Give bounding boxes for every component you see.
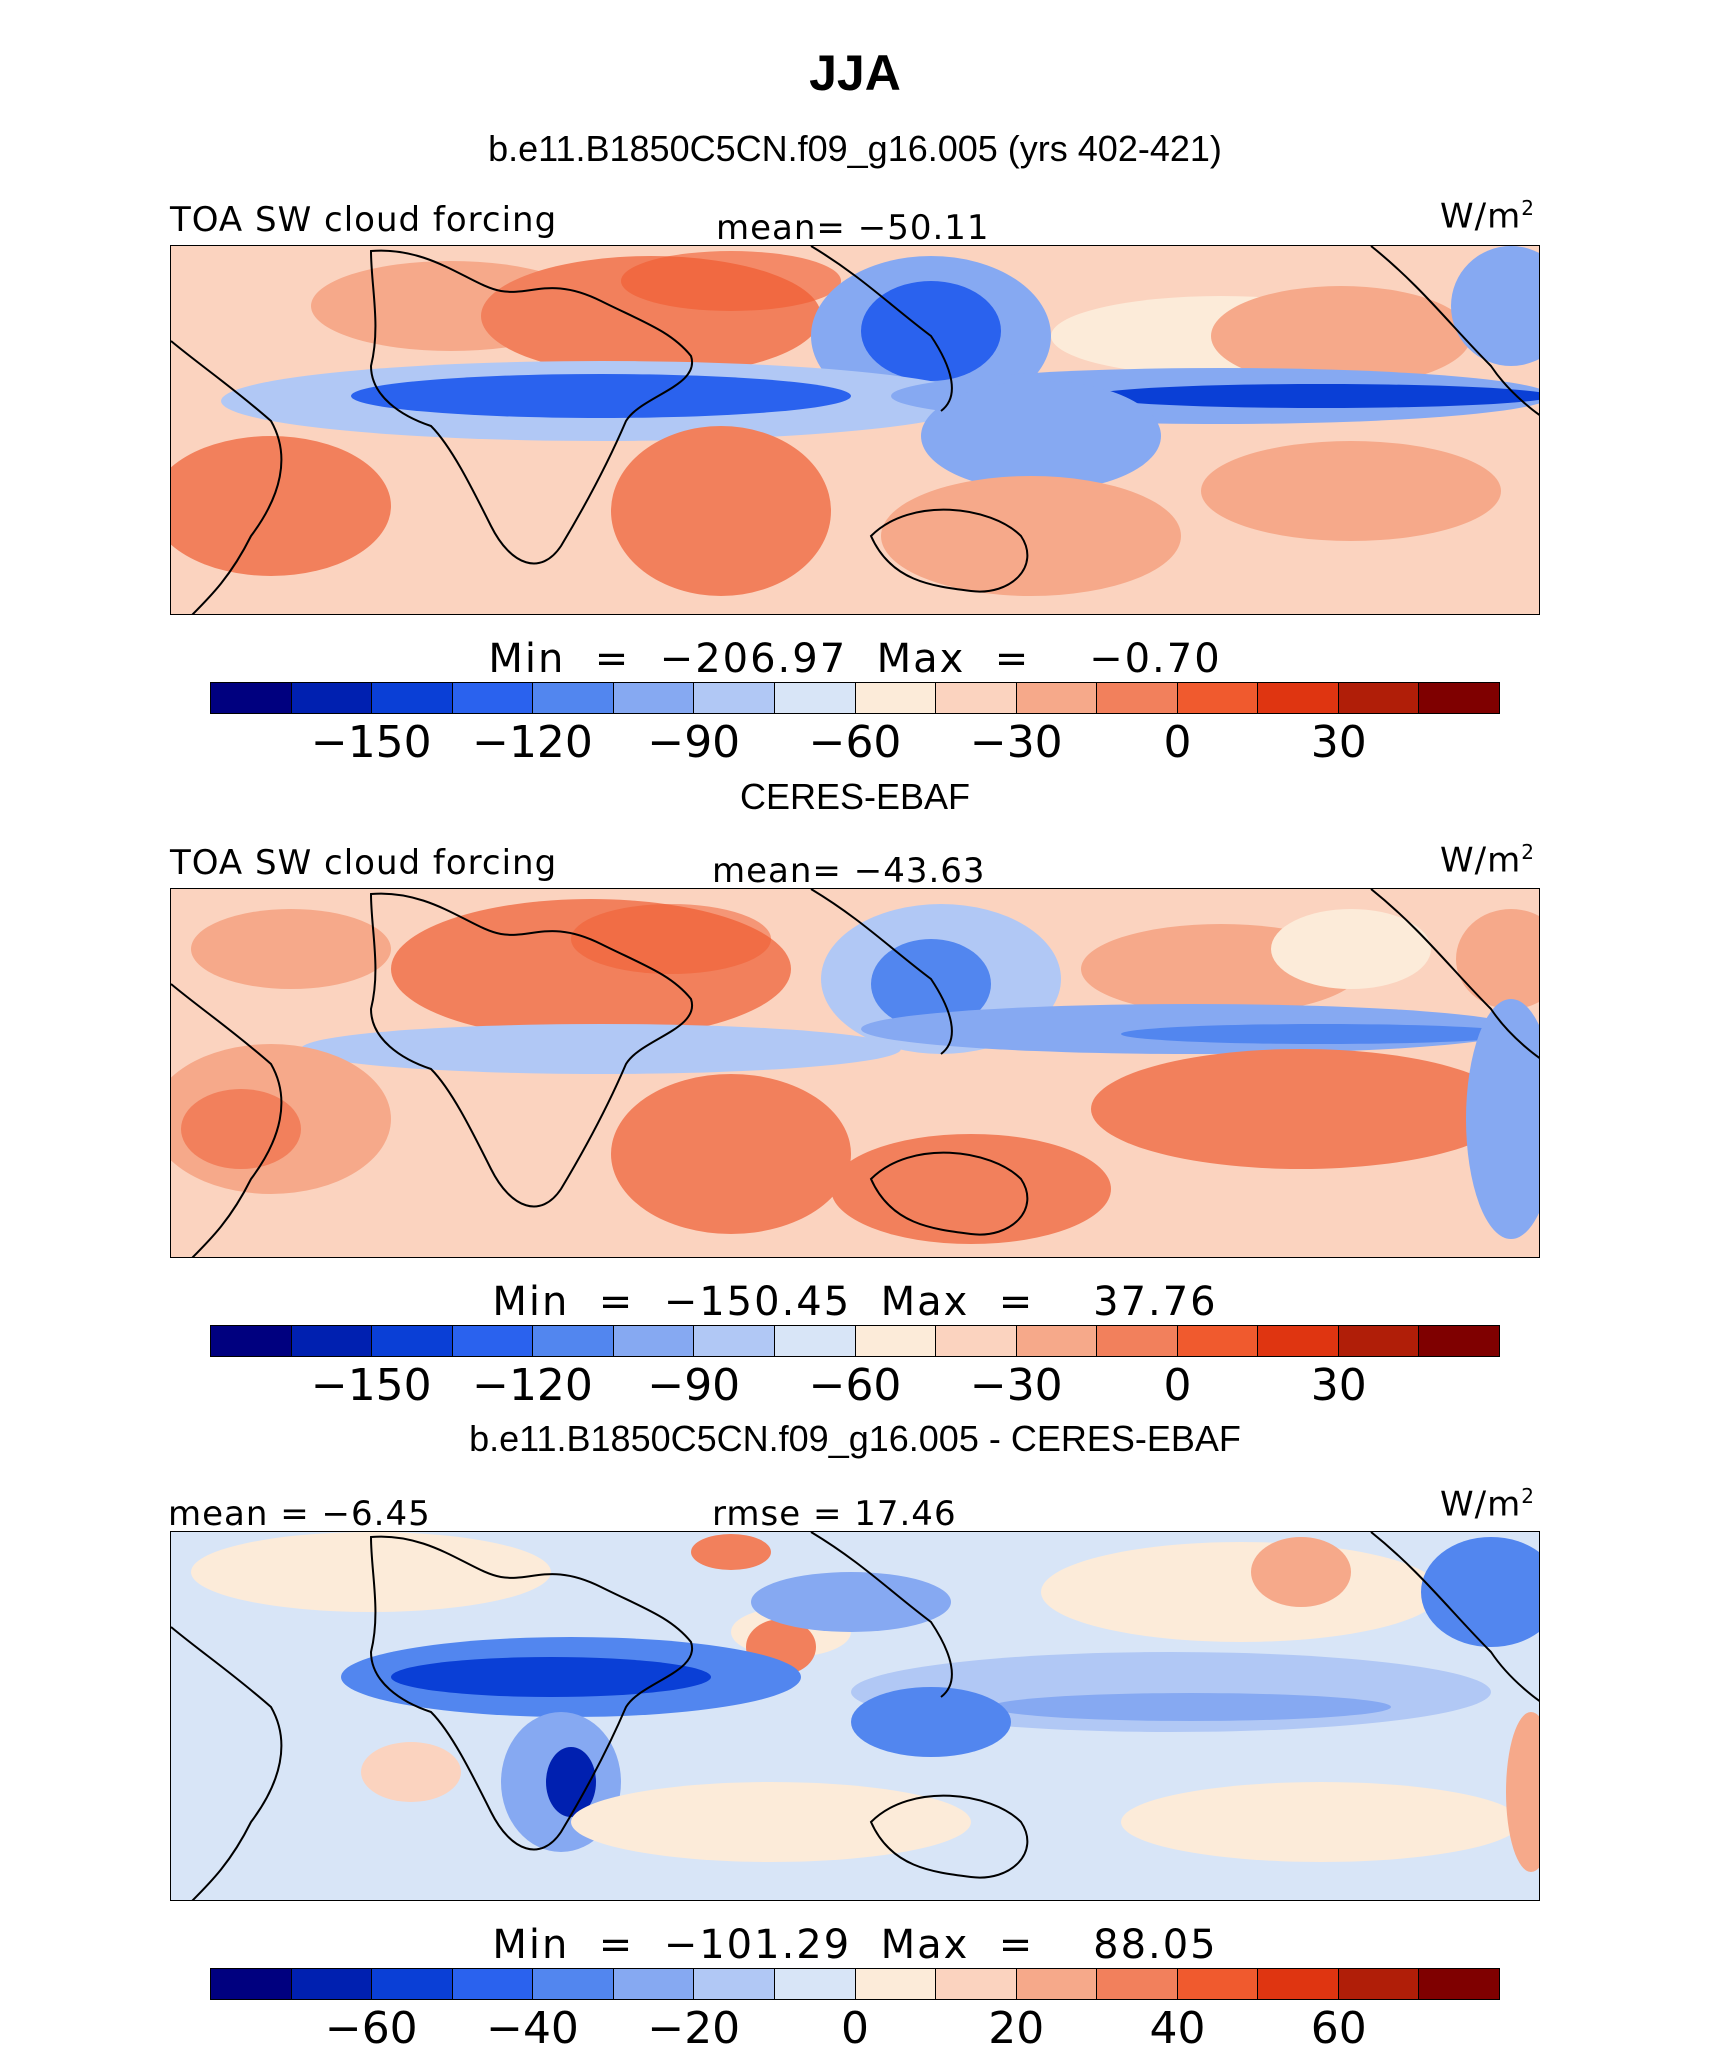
colorbar-cell xyxy=(694,683,775,713)
colorbar-cell xyxy=(1258,1326,1339,1356)
model-subtitle: b.e11.B1850C5CN.f09_g16.005 (yrs 402-421… xyxy=(488,128,1222,169)
panel2-minmax: Min = −150.45 Max = 37.76 xyxy=(492,1279,1218,1325)
colorbar-tick-label: 30 xyxy=(1310,1360,1367,1411)
colorbar-cell xyxy=(1338,1969,1420,1999)
colorbar-tick-label: 40 xyxy=(1149,2003,1206,2054)
panel3-mean-label: mean = −6.45 xyxy=(168,1494,431,1534)
figure-title: JJA xyxy=(809,45,901,101)
panel3-minmax: Min = −101.29 Max = 88.05 xyxy=(492,1922,1218,1968)
colorbar-tick-label: 20 xyxy=(988,2003,1045,2054)
colorbar-cell xyxy=(1419,1326,1499,1356)
colorbar-tick-label: −150 xyxy=(310,717,432,768)
colorbar-cell xyxy=(211,1969,292,1999)
colorbar-tick-label: −90 xyxy=(647,1360,741,1411)
colorbar-cell xyxy=(1016,1969,1098,1999)
obs-field-svg xyxy=(171,889,1539,1257)
colorbar-cell xyxy=(1419,683,1499,713)
colorbar-cell xyxy=(936,683,1017,713)
colorbar-cell xyxy=(1097,1969,1178,1999)
panel2-units-label: W/m2 xyxy=(1440,840,1535,881)
panel1-mean-label: mean= −50.11 xyxy=(716,208,990,248)
colorbar-cell xyxy=(291,683,373,713)
colorbar-tick-label: −60 xyxy=(324,2003,418,2054)
colorbar-tick-label: 60 xyxy=(1310,2003,1367,2054)
colorbar-cell xyxy=(774,1969,856,1999)
colorbar-cell xyxy=(533,683,614,713)
colorbar-cell xyxy=(1097,1326,1178,1356)
colorbar-cell xyxy=(1177,1326,1259,1356)
colorbar-cell xyxy=(1338,683,1420,713)
colorbar-cell xyxy=(774,683,856,713)
colorbar-tick-label: −90 xyxy=(647,717,741,768)
panel1-colorbar-ticks: −150 −120 −90 −60 −30 0 30 xyxy=(0,717,1710,768)
colorbar-cell xyxy=(211,683,292,713)
colorbar-cell xyxy=(855,1969,937,1999)
panel3-rmse-label: rmse = 17.46 xyxy=(712,1494,957,1534)
colorbar-cell xyxy=(452,683,534,713)
colorbar-cell xyxy=(372,1326,453,1356)
colorbar-tick-label: −120 xyxy=(472,717,593,768)
colorbar-cell xyxy=(774,1326,856,1356)
colorbar-cell xyxy=(1338,1326,1420,1356)
colorbar-cell xyxy=(452,1969,534,1999)
colorbar-cell xyxy=(1258,683,1339,713)
colorbar-tick-label: −40 xyxy=(486,2003,579,2054)
colorbar-cell xyxy=(694,1326,775,1356)
colorbar-cell xyxy=(613,1326,695,1356)
model-field-svg xyxy=(171,246,1539,614)
colorbar-tick-label: −30 xyxy=(969,1360,1063,1411)
colorbar-tick-label: −120 xyxy=(472,1360,593,1411)
colorbar-cell xyxy=(1016,683,1098,713)
colorbar-cell xyxy=(291,1326,373,1356)
panel2-colorbar xyxy=(210,1325,1500,1357)
colorbar-cell xyxy=(613,1969,695,1999)
colorbar-cell xyxy=(533,1326,614,1356)
colorbar-cell xyxy=(452,1326,534,1356)
colorbar-cell xyxy=(855,1326,937,1356)
diff-subtitle: b.e11.B1850C5CN.f09_g16.005 - CERES-EBAF xyxy=(469,1418,1241,1459)
colorbar-cell xyxy=(533,1969,614,1999)
colorbar-tick-label: 0 xyxy=(1163,1360,1192,1411)
panel1-minmax: Min = −206.97 Max = −0.70 xyxy=(488,636,1222,682)
obs-map xyxy=(170,888,1540,1258)
colorbar-cell xyxy=(1097,683,1178,713)
difference-map xyxy=(170,1531,1540,1901)
colorbar-cell xyxy=(291,1969,373,1999)
colorbar-tick-label: 0 xyxy=(841,2003,869,2054)
colorbar-cell xyxy=(1177,683,1259,713)
colorbar-tick-label: −60 xyxy=(808,717,902,768)
colorbar-cell xyxy=(936,1326,1017,1356)
colorbar-cell xyxy=(936,1969,1017,1999)
colorbar-tick-label: −30 xyxy=(969,717,1063,768)
colorbar-cell xyxy=(855,683,937,713)
panel2-mean-label: mean= −43.63 xyxy=(712,851,986,891)
panel3-colorbar-ticks: −60 −40 −20 0 20 40 60 xyxy=(0,2003,1710,2054)
colorbar-cell xyxy=(1177,1969,1259,1999)
panel2-colorbar-ticks: −150 −120 −90 −60 −30 0 30 xyxy=(0,1360,1710,1411)
colorbar-cell xyxy=(372,683,453,713)
panel1-units-label: W/m2 xyxy=(1440,196,1535,237)
colorbar-cell xyxy=(211,1326,292,1356)
panel3-colorbar xyxy=(210,1968,1500,2000)
colorbar-tick-label: 30 xyxy=(1310,717,1367,768)
colorbar-cell xyxy=(1258,1969,1339,1999)
model-map xyxy=(170,245,1540,615)
panel3-units-label: W/m2 xyxy=(1440,1484,1535,1525)
obs-subtitle: CERES-EBAF xyxy=(739,776,971,817)
colorbar-cell xyxy=(372,1969,453,1999)
panel1-left-label: TOA SW cloud forcing xyxy=(170,200,558,240)
difference-field-svg xyxy=(171,1532,1539,1900)
colorbar-tick-label: −20 xyxy=(647,2003,741,2054)
panel2-left-label: TOA SW cloud forcing xyxy=(170,843,558,883)
panel1-colorbar xyxy=(210,682,1500,714)
colorbar-tick-label: 0 xyxy=(1163,717,1192,768)
colorbar-cell xyxy=(1419,1969,1499,1999)
colorbar-cell xyxy=(613,683,695,713)
colorbar-tick-label: −150 xyxy=(310,1360,432,1411)
colorbar-cell xyxy=(694,1969,775,1999)
colorbar-tick-label: −60 xyxy=(808,1360,902,1411)
colorbar-cell xyxy=(1016,1326,1098,1356)
